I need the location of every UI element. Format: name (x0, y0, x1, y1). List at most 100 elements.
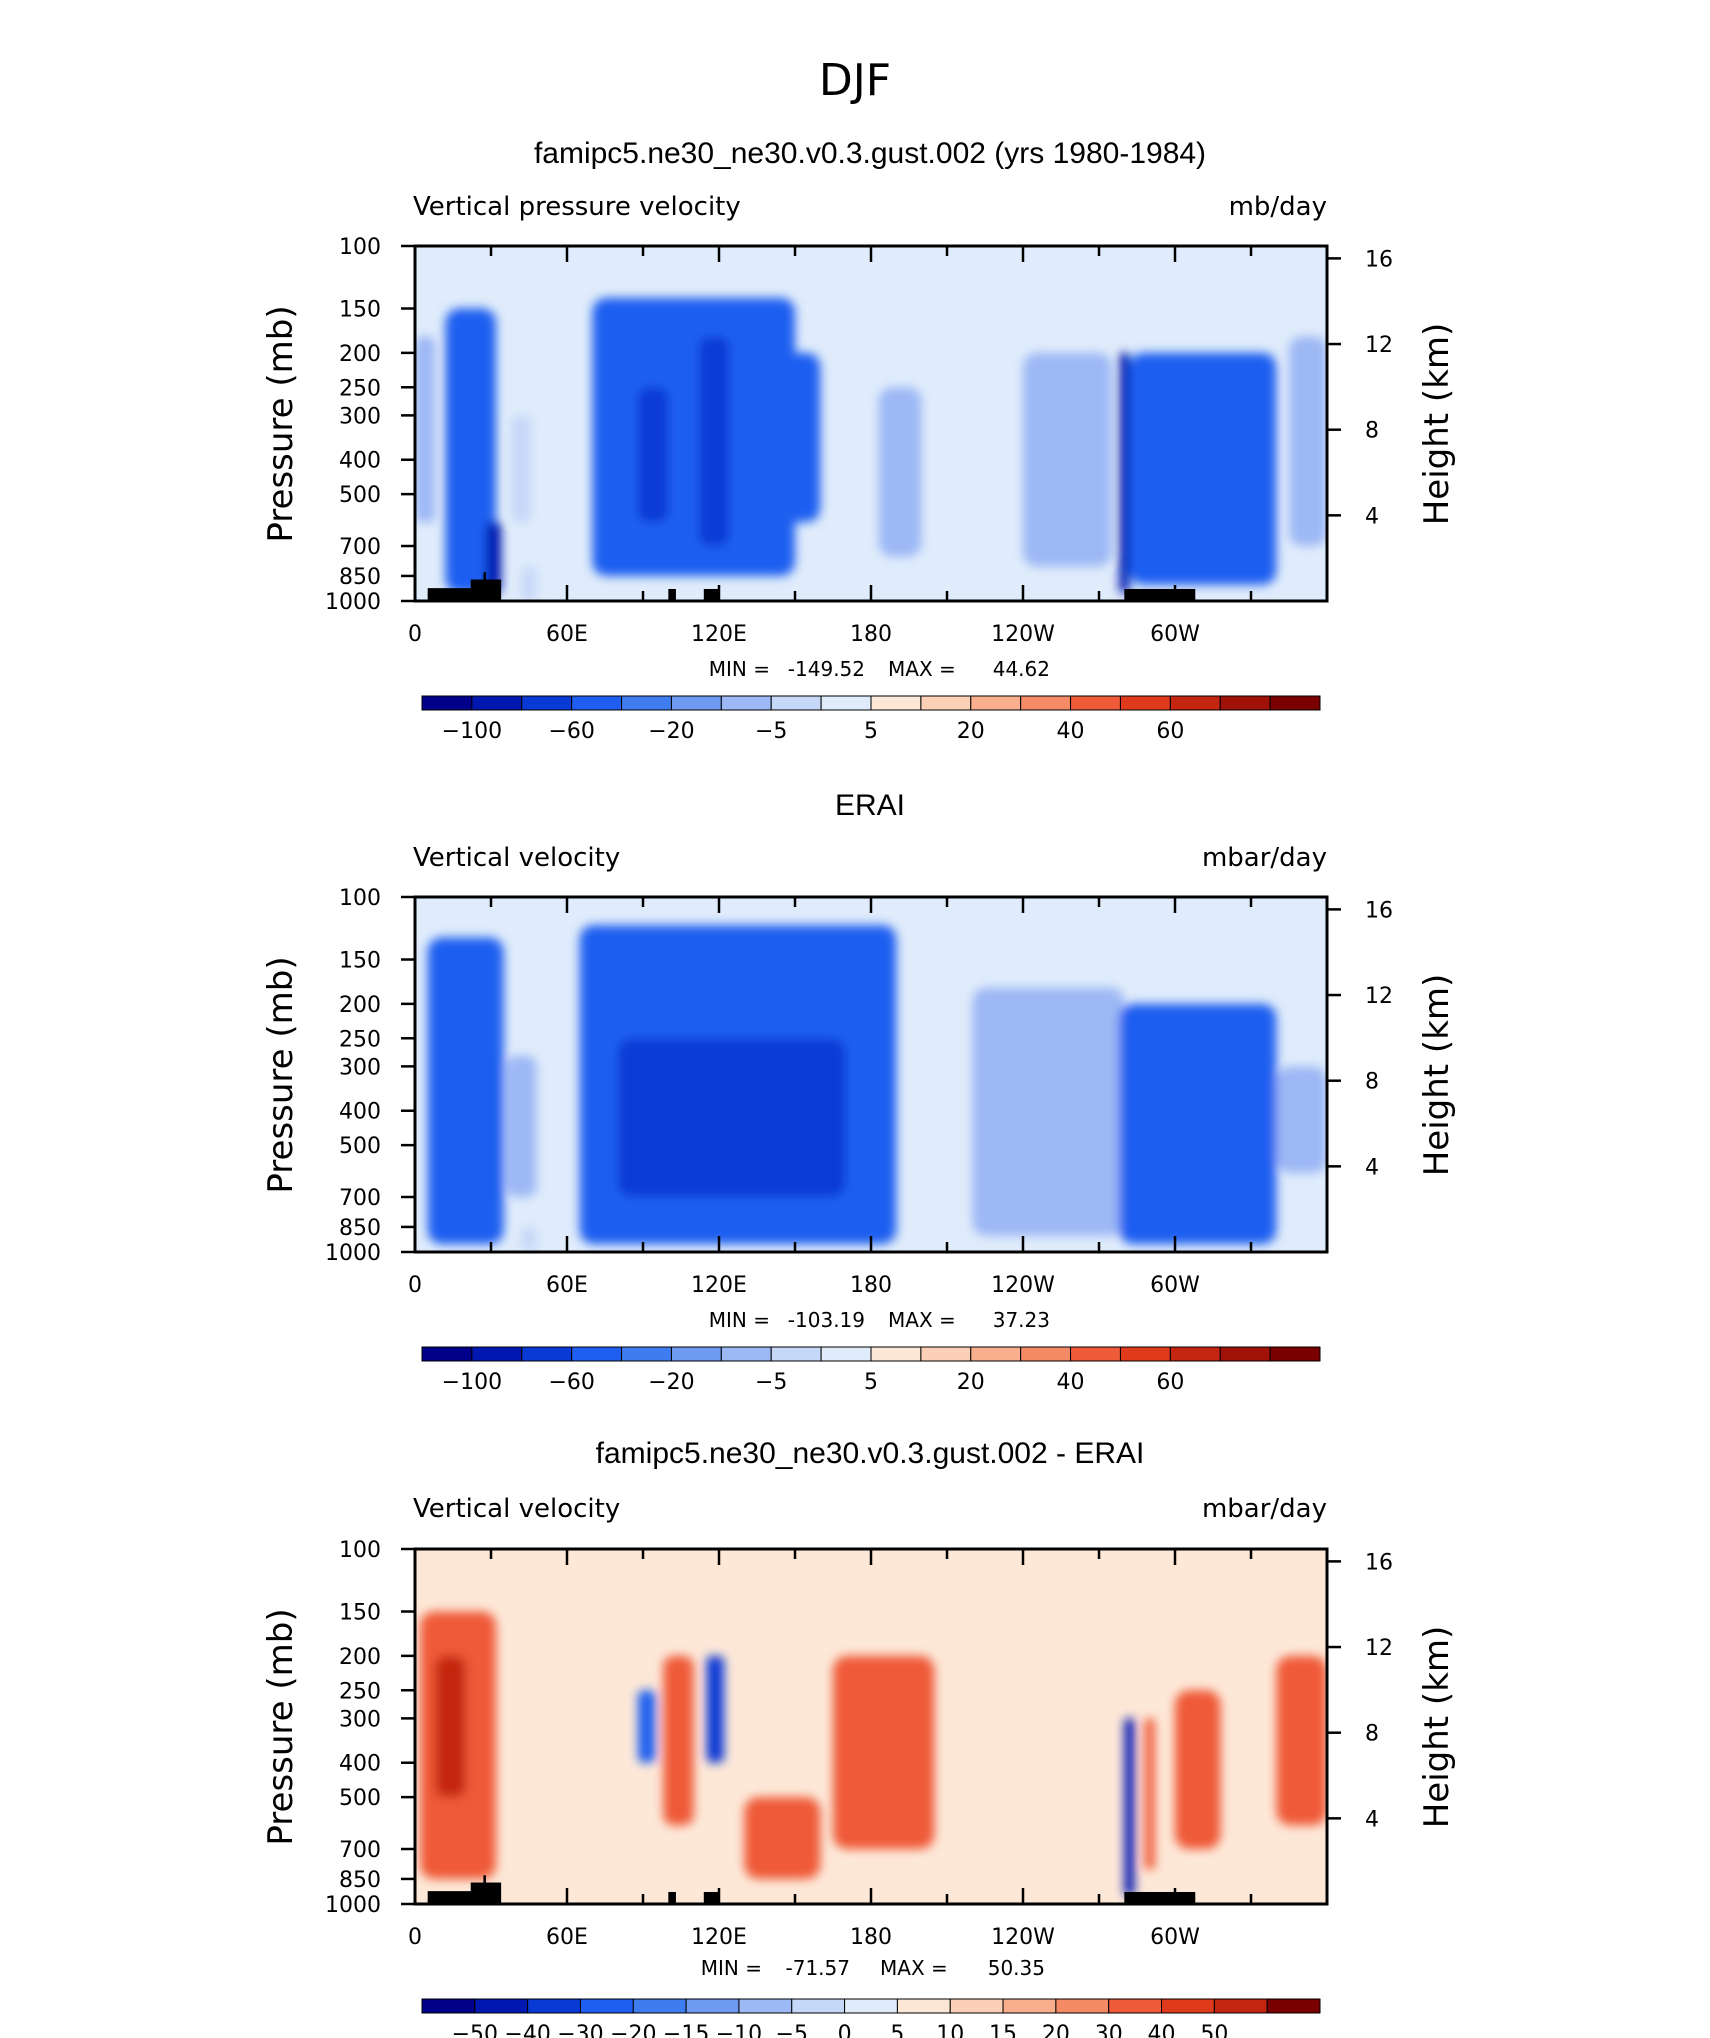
pressure-axis-title: Pressure (mb) (261, 956, 301, 1193)
colorbar-label: 60 (1156, 1370, 1184, 1395)
pressure-tick-label: 300 (339, 404, 381, 429)
contour-field (420, 1611, 1327, 1897)
longitude-tick-label: 60E (546, 1273, 588, 1298)
longitude-axis: 0 60E 120E 180 120W 60W (408, 1549, 1329, 1950)
colorbar-swatch (670, 1346, 722, 1362)
pressure-tick-label: 200 (339, 993, 381, 1018)
colorbar-label: −10 (716, 2022, 762, 2038)
height-tick-label: 4 (1365, 1807, 1379, 1832)
max-value: 44.62 (993, 657, 1050, 681)
pressure-tick-label: 250 (339, 1679, 381, 1704)
colorbar-swatch (632, 1998, 687, 2014)
panel-title: famipc5.ne30_ne30.v0.3.gust.002 - ERAI (596, 1437, 1145, 1470)
contour-region (1119, 352, 1130, 594)
pressure-tick-label: 100 (339, 886, 381, 911)
colorbar-swatch (471, 1346, 523, 1362)
colorbar-label: 40 (1057, 1370, 1085, 1395)
contour-region (1276, 1655, 1327, 1826)
contour-region (445, 308, 497, 594)
pressure-tick-label: 500 (339, 1786, 381, 1811)
colorbar-swatch (527, 1998, 581, 2014)
colorbar-swatch (770, 1346, 822, 1362)
longitude-tick-label: 180 (850, 1925, 892, 1950)
longitude-tick-label: 60E (546, 622, 588, 647)
pressure-tick-label: 1000 (325, 1893, 381, 1918)
max-label: MAX = (888, 657, 956, 681)
colorbar-swatch (1219, 1346, 1271, 1362)
longitude-axis: 0 60E 120E 180 120W 60W (408, 246, 1329, 647)
longitude-tick-label: 60W (1150, 1925, 1200, 1950)
colorbar-swatch (1070, 695, 1121, 711)
min-value: -149.52 (788, 657, 865, 681)
pressure-tick-label: 150 (339, 298, 381, 323)
max-label: MAX = (880, 1956, 948, 1980)
colorbar-swatch (738, 1998, 793, 2014)
longitude-tick-label: 120E (691, 1273, 747, 1298)
height-axis: 16 12 8 4 (1327, 1550, 1393, 1832)
contour-region (637, 1690, 656, 1763)
min-value: -71.57 (786, 1956, 850, 1980)
colorbar-label: 20 (1042, 2022, 1070, 2038)
contour-region (1175, 1690, 1221, 1850)
colorbar-label: −5 (755, 719, 787, 744)
units-label: mbar/day (1202, 1494, 1327, 1524)
height-tick-label: 8 (1365, 1722, 1379, 1747)
colorbar-swatch (1161, 1998, 1215, 2014)
colorbar-swatch (770, 695, 822, 711)
contour-region (506, 1055, 537, 1198)
contour-region (663, 1655, 694, 1826)
pressure-tick-label: 500 (339, 1134, 381, 1159)
pressure-tick-label: 150 (339, 1601, 381, 1626)
pressure-tick-label: 100 (339, 235, 381, 260)
min-label: MIN = (701, 1956, 762, 1980)
contour-region (1124, 1718, 1135, 1897)
contour-region (744, 1797, 821, 1879)
colorbar-swatch (621, 695, 672, 711)
colorbar-label: −5 (755, 1370, 787, 1395)
colorbar-label: 10 (936, 2022, 964, 2038)
colorbar-swatch (1119, 695, 1171, 711)
contour-region (731, 352, 821, 523)
colorbar-label: −20 (610, 2022, 656, 2038)
colorbar-label: 40 (1057, 719, 1085, 744)
pressure-tick-label: 300 (339, 1707, 381, 1732)
pressure-tick-label: 700 (339, 535, 381, 560)
terrain-block (668, 1891, 676, 1904)
height-tick-label: 12 (1365, 984, 1393, 1009)
colorbar-swatch (870, 695, 922, 711)
pressure-tick-label: 250 (339, 1027, 381, 1052)
colorbar-swatch (820, 1346, 872, 1362)
height-tick-label: 16 (1365, 898, 1393, 923)
colorbar-label: 30 (1095, 2022, 1123, 2038)
colorbar-swatch (1266, 1998, 1321, 2014)
pressure-tick-label: 400 (339, 1752, 381, 1777)
longitude-tick-label: 120W (991, 622, 1055, 647)
pressure-tick-label: 300 (339, 1055, 381, 1080)
colorbar-label: 5 (864, 1370, 878, 1395)
colorbar-label: 50 (1200, 2022, 1228, 2038)
longitude-tick-label: 0 (408, 1925, 422, 1950)
height-axis: 16 12 8 4 (1327, 247, 1393, 529)
contour-region (435, 1655, 466, 1798)
pressure-tick-label: 200 (339, 1645, 381, 1670)
terrain-block (483, 1875, 486, 1904)
terrain-block (668, 588, 676, 601)
units-label: mb/day (1229, 192, 1327, 222)
contour-region (427, 937, 504, 1245)
colorbar-label: 5 (890, 2022, 904, 2038)
colorbar-label: 0 (838, 2022, 852, 2038)
colorbar-swatch (949, 1998, 1004, 2014)
pressure-tick-label: 500 (339, 483, 381, 508)
colorbar-swatch (1219, 695, 1271, 711)
colorbar-label: −30 (557, 2022, 603, 2038)
colorbar-label: −20 (648, 719, 694, 744)
colorbar-swatch (970, 695, 1022, 711)
pressure-tick-label: 700 (339, 1838, 381, 1863)
pressure-tick-label: 100 (339, 1538, 381, 1563)
panel-title: famipc5.ne30_ne30.v0.3.gust.002 (yrs 198… (534, 137, 1206, 170)
colorbar-swatch (1119, 1346, 1171, 1362)
colorbar-swatch (670, 695, 722, 711)
height-axis-title: Height (km) (1417, 323, 1457, 526)
terrain-block (1124, 1891, 1196, 1904)
